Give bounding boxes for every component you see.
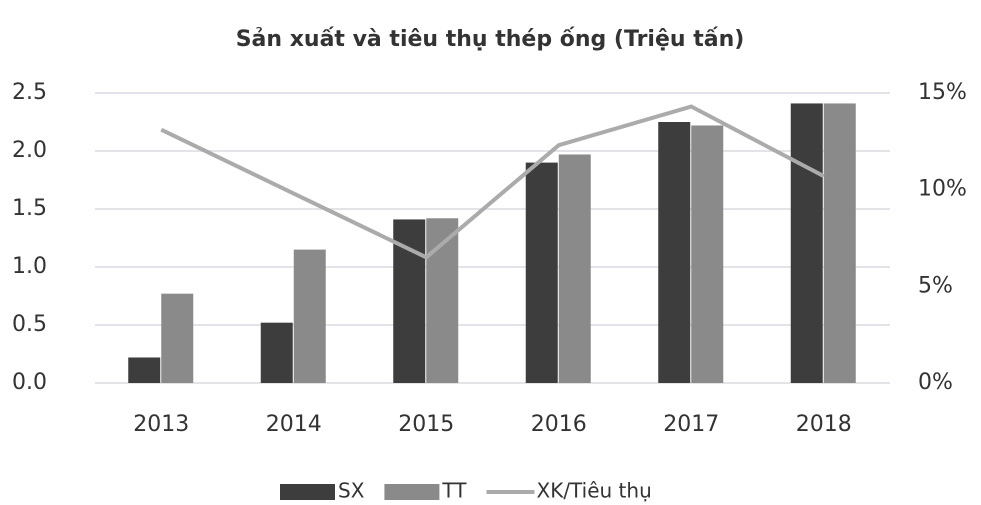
legend-swatch [384, 484, 440, 500]
bar [558, 154, 591, 383]
bar [790, 103, 823, 383]
chart-title: Sản xuất và tiêu thụ thép ống (Triệu tấn… [236, 27, 745, 52]
legend-label: TT [441, 479, 467, 503]
y-tick-label: 0.5 [12, 312, 47, 337]
x-tick-label: 2018 [796, 412, 852, 437]
y2-tick-label: 5% [918, 273, 953, 298]
y-tick-label: 1.5 [12, 196, 47, 221]
bar [823, 103, 856, 383]
x-tick-label: 2016 [531, 412, 587, 437]
bar [128, 357, 161, 383]
bar [161, 293, 194, 383]
y-tick-label: 1.0 [12, 254, 47, 279]
y-tick-label: 0.0 [12, 370, 47, 395]
y-tick-label: 2.5 [12, 80, 47, 105]
legend-label: XK/Tiêu thụ [537, 479, 652, 503]
bar [393, 219, 426, 383]
y2-tick-label: 10% [918, 177, 967, 202]
line [160, 104, 825, 260]
x-tick-label: 2014 [266, 412, 322, 437]
legend-label: SX [338, 479, 365, 503]
bar [260, 322, 293, 383]
bar [658, 122, 691, 383]
x-tick-label: 2015 [398, 412, 454, 437]
y2-tick-label: 0% [918, 370, 953, 395]
x-tick-label: 2013 [133, 412, 189, 437]
bar [293, 249, 326, 383]
legend-swatch [280, 484, 335, 500]
bar [691, 125, 724, 383]
y-tick-label: 2.0 [12, 138, 47, 163]
bar [525, 162, 558, 383]
y2-tick-label: 15% [918, 80, 967, 105]
x-tick-label: 2017 [663, 412, 719, 437]
